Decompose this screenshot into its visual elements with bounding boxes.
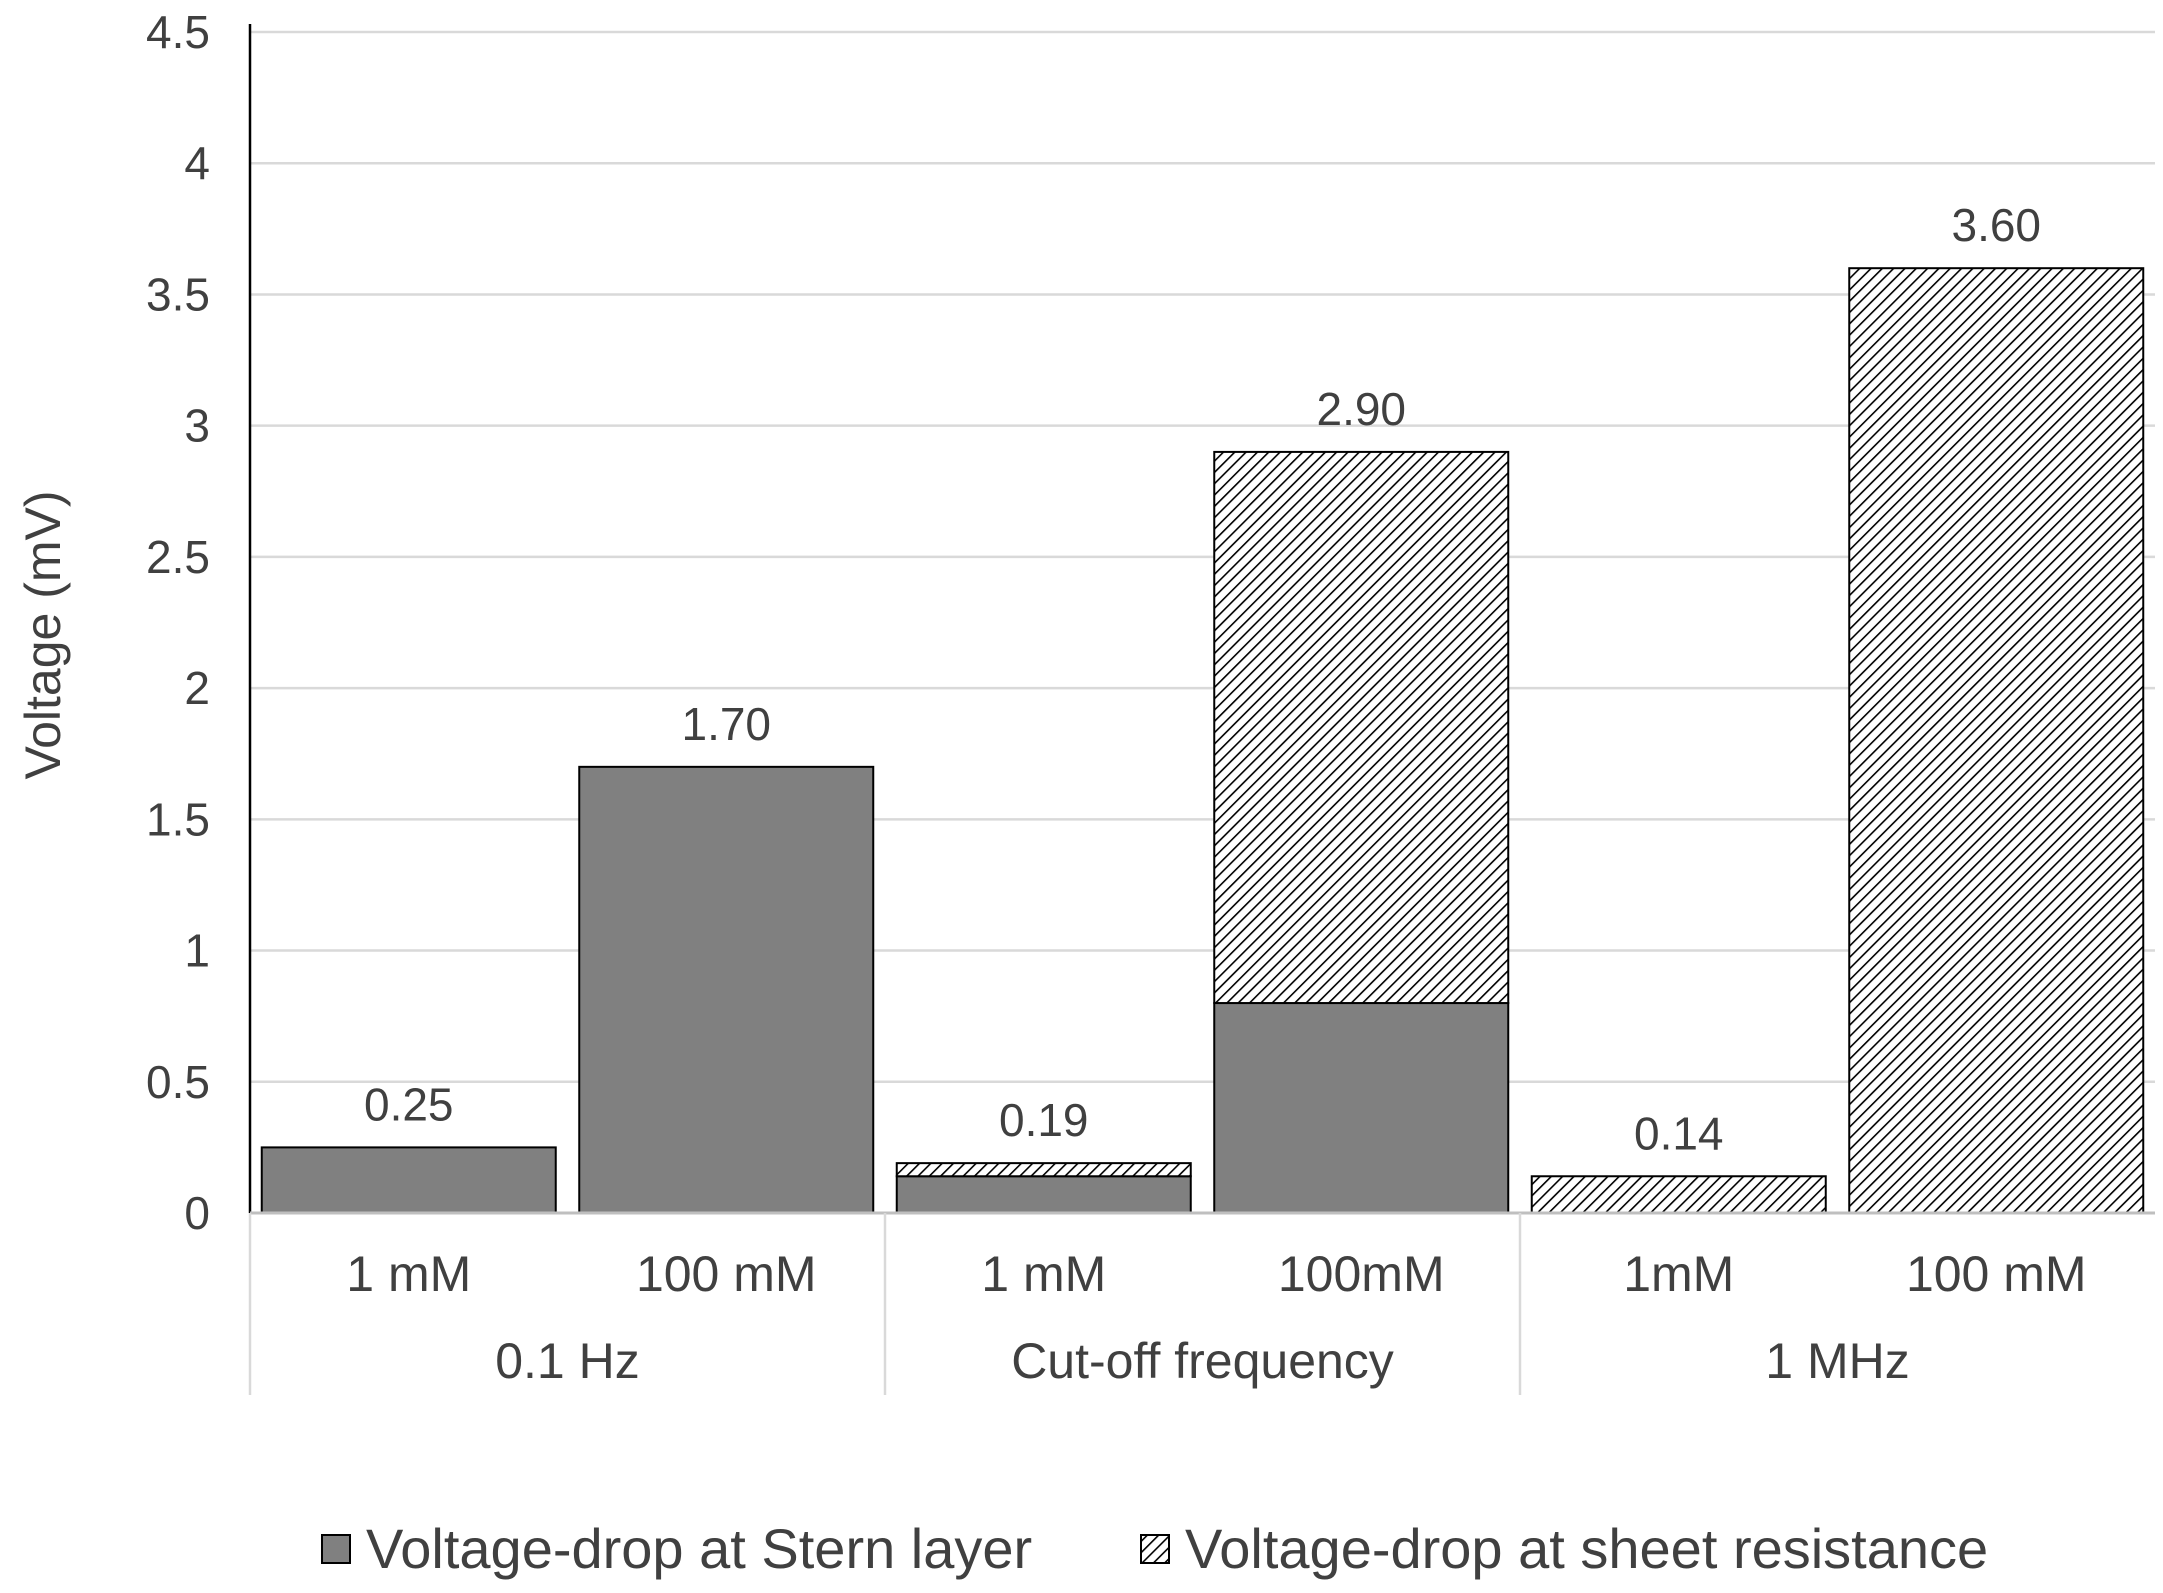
bars bbox=[260, 267, 2145, 1215]
bar-segment-stern-layer bbox=[578, 765, 875, 1214]
bar-segment-sheet-resistance bbox=[895, 1162, 1192, 1178]
y-tick-labels: 0 0.5 1 1.5 2 2.5 3 3.5 4 4.5 bbox=[146, 6, 210, 1239]
gridlines bbox=[250, 30, 2155, 1084]
axes bbox=[248, 24, 2155, 1215]
bar-segment-sheet-resistance bbox=[1213, 450, 1510, 1005]
legend: Voltage-drop at Stern layer Voltage-drop … bbox=[321, 1517, 1988, 1580]
group-label: Cut-off frequency bbox=[1011, 1333, 1394, 1389]
y-tick-label: 2 bbox=[184, 662, 210, 714]
y-tick-label: 3 bbox=[184, 400, 210, 452]
group-label: 0.1 Hz bbox=[495, 1333, 640, 1389]
legend-swatch bbox=[1140, 1534, 1170, 1564]
bar-segment-sheet-resistance bbox=[1848, 267, 2145, 1214]
category-label: 100mM bbox=[1278, 1246, 1445, 1302]
y-tick-label: 4 bbox=[184, 137, 210, 189]
category-label: 1 mM bbox=[981, 1246, 1106, 1302]
category-label: 1mM bbox=[1623, 1246, 1734, 1302]
y-tick-label: 1 bbox=[184, 925, 210, 977]
legend-swatch bbox=[321, 1534, 351, 1564]
bar-segment-stern-layer bbox=[895, 1175, 1192, 1215]
data-label: 3.60 bbox=[1951, 199, 2041, 251]
category-label: 100 mM bbox=[1906, 1246, 2087, 1302]
data-labels: 0.25 1.70 0.19 2.90 0.14 3.60 bbox=[364, 199, 2041, 1159]
data-label: 0.25 bbox=[364, 1078, 454, 1130]
bar-segment-sheet-resistance bbox=[1530, 1175, 1827, 1215]
bar-segment-stern-layer bbox=[1213, 1002, 1510, 1214]
y-tick-label: 3.5 bbox=[146, 268, 210, 320]
x-axis-labels: 1 mM 100 mM 1 mM 100mM 1mM 100 mM 0.1 Hz Cut-of… bbox=[248, 1213, 2087, 1395]
y-tick-label: 0 bbox=[184, 1187, 210, 1239]
y-tick-label: 2.5 bbox=[146, 531, 210, 583]
group-label: 1 MHz bbox=[1765, 1333, 1909, 1389]
y-tick-label: 0.5 bbox=[146, 1056, 210, 1108]
y-axis-title: Voltage (mV) bbox=[15, 490, 71, 779]
data-label: 2.90 bbox=[1316, 383, 1406, 435]
legend-label: Voltage-drop at Stern layer bbox=[366, 1517, 1032, 1580]
bar-segment-stern-layer bbox=[260, 1146, 557, 1215]
y-tick-label: 4.5 bbox=[146, 6, 210, 58]
legend-label: Voltage-drop at sheet resistance bbox=[1185, 1517, 1988, 1580]
data-label: 0.14 bbox=[1634, 1107, 1724, 1159]
data-label: 0.19 bbox=[999, 1094, 1089, 1146]
category-label: 100 mM bbox=[636, 1246, 817, 1302]
data-label: 1.70 bbox=[681, 698, 771, 750]
y-tick-label: 1.5 bbox=[146, 793, 210, 845]
category-label: 1 mM bbox=[346, 1246, 471, 1302]
